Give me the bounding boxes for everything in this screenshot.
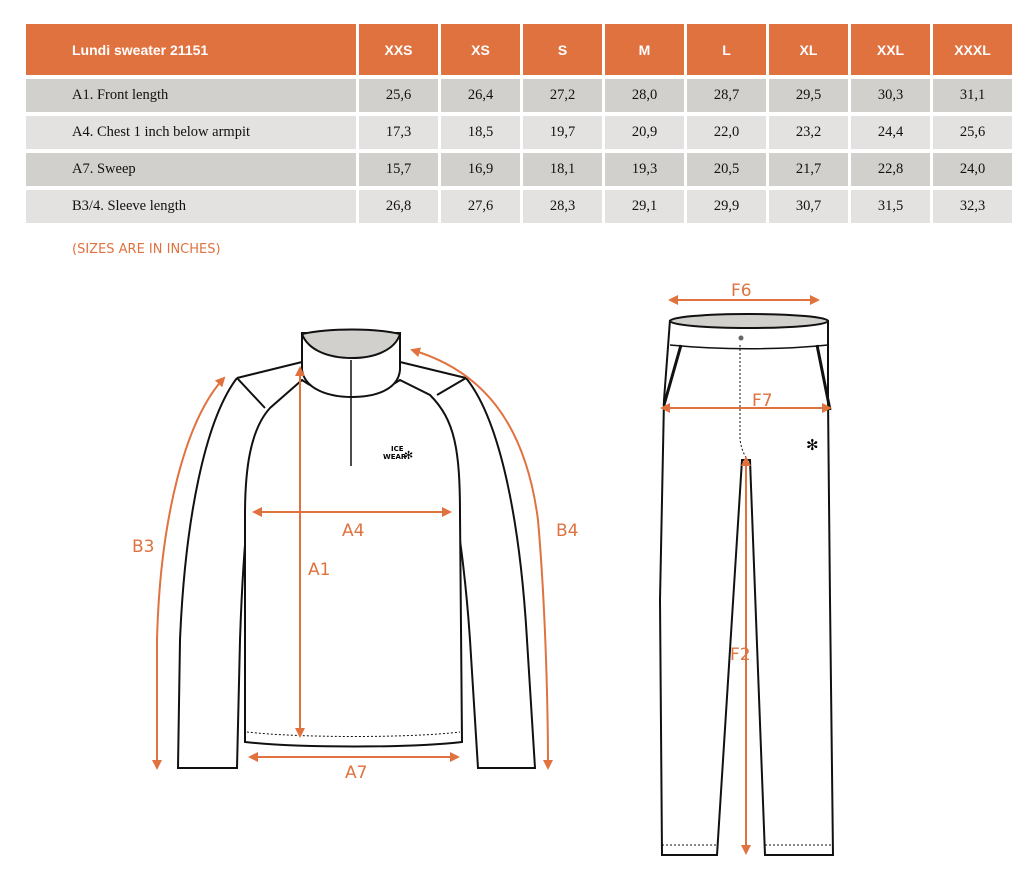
measurement-value: 19,7 bbox=[523, 116, 602, 149]
table-row: B3/4. Sleeve length 26,8 27,6 28,3 29,1 29,9 3… bbox=[26, 190, 1012, 223]
label-f2: F2 bbox=[730, 645, 751, 665]
brand-logo: ICE WEAR bbox=[383, 445, 407, 461]
measurement-value: 32,3 bbox=[933, 190, 1012, 223]
measurement-value: 29,9 bbox=[687, 190, 766, 223]
pants-measure-arrows bbox=[660, 295, 832, 855]
measurement-value: 30,7 bbox=[769, 190, 848, 223]
measurement-value: 17,3 bbox=[359, 116, 438, 149]
measurement-value: 29,5 bbox=[769, 79, 848, 112]
snowflake-icon: ✻ bbox=[806, 436, 819, 454]
measurement-value: 18,5 bbox=[441, 116, 520, 149]
measurement-label: A1. Front length bbox=[26, 79, 356, 112]
measurement-value: 29,1 bbox=[605, 190, 684, 223]
table-row: A4. Chest 1 inch below armpit 17,3 18,5 19,… bbox=[26, 116, 1012, 149]
size-header: M bbox=[605, 24, 684, 75]
pants-drawing bbox=[658, 313, 835, 856]
table-title: Lundi sweater 21151 bbox=[26, 24, 356, 75]
measurement-value: 25,6 bbox=[933, 116, 1012, 149]
size-header: XS bbox=[441, 24, 520, 75]
size-chart-table: Lundi sweater 21151 XXS XS S M L XL XXL … bbox=[23, 20, 1015, 227]
size-header: L bbox=[687, 24, 766, 75]
measurement-value: 22,0 bbox=[687, 116, 766, 149]
measurement-label: B3/4. Sleeve length bbox=[26, 190, 356, 223]
arrow-b4 bbox=[410, 347, 553, 770]
label-a4: A4 bbox=[342, 521, 364, 541]
arrow-b3 bbox=[152, 376, 226, 770]
measurement-value: 20,5 bbox=[687, 153, 766, 186]
measurement-value: 26,8 bbox=[359, 190, 438, 223]
measurement-value: 30,3 bbox=[851, 79, 930, 112]
size-header: XXS bbox=[359, 24, 438, 75]
measurement-label: A7. Sweep bbox=[26, 153, 356, 186]
size-header: XL bbox=[769, 24, 848, 75]
measurement-value: 27,2 bbox=[523, 79, 602, 112]
measurement-value: 20,9 bbox=[605, 116, 684, 149]
measurement-value: 28,7 bbox=[687, 79, 766, 112]
measurement-value: 28,0 bbox=[605, 79, 684, 112]
measurement-value: 31,1 bbox=[933, 79, 1012, 112]
sweater-drawing bbox=[176, 328, 537, 769]
size-header: S bbox=[523, 24, 602, 75]
size-header: XXXL bbox=[933, 24, 1012, 75]
size-header: XXL bbox=[851, 24, 930, 75]
label-b4: B4 bbox=[556, 521, 578, 541]
label-b3: B3 bbox=[132, 537, 154, 557]
label-a1: A1 bbox=[308, 560, 330, 580]
label-f7: F7 bbox=[752, 391, 773, 411]
table-row: A1. Front length 25,6 26,4 27,2 28,0 28,7 29,5… bbox=[26, 79, 1012, 112]
units-note: (SIZES ARE IN INCHES) bbox=[72, 242, 221, 257]
table-row: A7. Sweep 15,7 16,9 18,1 19,3 20,5 21,7 22,8 24,… bbox=[26, 153, 1012, 186]
sweater-measure-arrows bbox=[152, 347, 553, 770]
measurement-value: 15,7 bbox=[359, 153, 438, 186]
measurement-label: A4. Chest 1 inch below armpit bbox=[26, 116, 356, 149]
measurement-value: 22,8 bbox=[851, 153, 930, 186]
label-f6: F6 bbox=[731, 281, 752, 301]
measurement-value: 21,7 bbox=[769, 153, 848, 186]
table-header-row: Lundi sweater 21151 XXS XS S M L XL XXL … bbox=[26, 24, 1012, 75]
label-a7: A7 bbox=[345, 763, 367, 783]
measurement-value: 28,3 bbox=[523, 190, 602, 223]
measurement-value: 18,1 bbox=[523, 153, 602, 186]
measurement-value: 24,0 bbox=[933, 153, 1012, 186]
measurement-value: 27,6 bbox=[441, 190, 520, 223]
measurement-value: 24,4 bbox=[851, 116, 930, 149]
snowflake-icon: ✻ bbox=[404, 449, 413, 462]
measurement-value: 26,4 bbox=[441, 79, 520, 112]
measurement-value: 31,5 bbox=[851, 190, 930, 223]
measurement-value: 19,3 bbox=[605, 153, 684, 186]
measurement-value: 25,6 bbox=[359, 79, 438, 112]
measurement-value: 23,2 bbox=[769, 116, 848, 149]
measurement-value: 16,9 bbox=[441, 153, 520, 186]
